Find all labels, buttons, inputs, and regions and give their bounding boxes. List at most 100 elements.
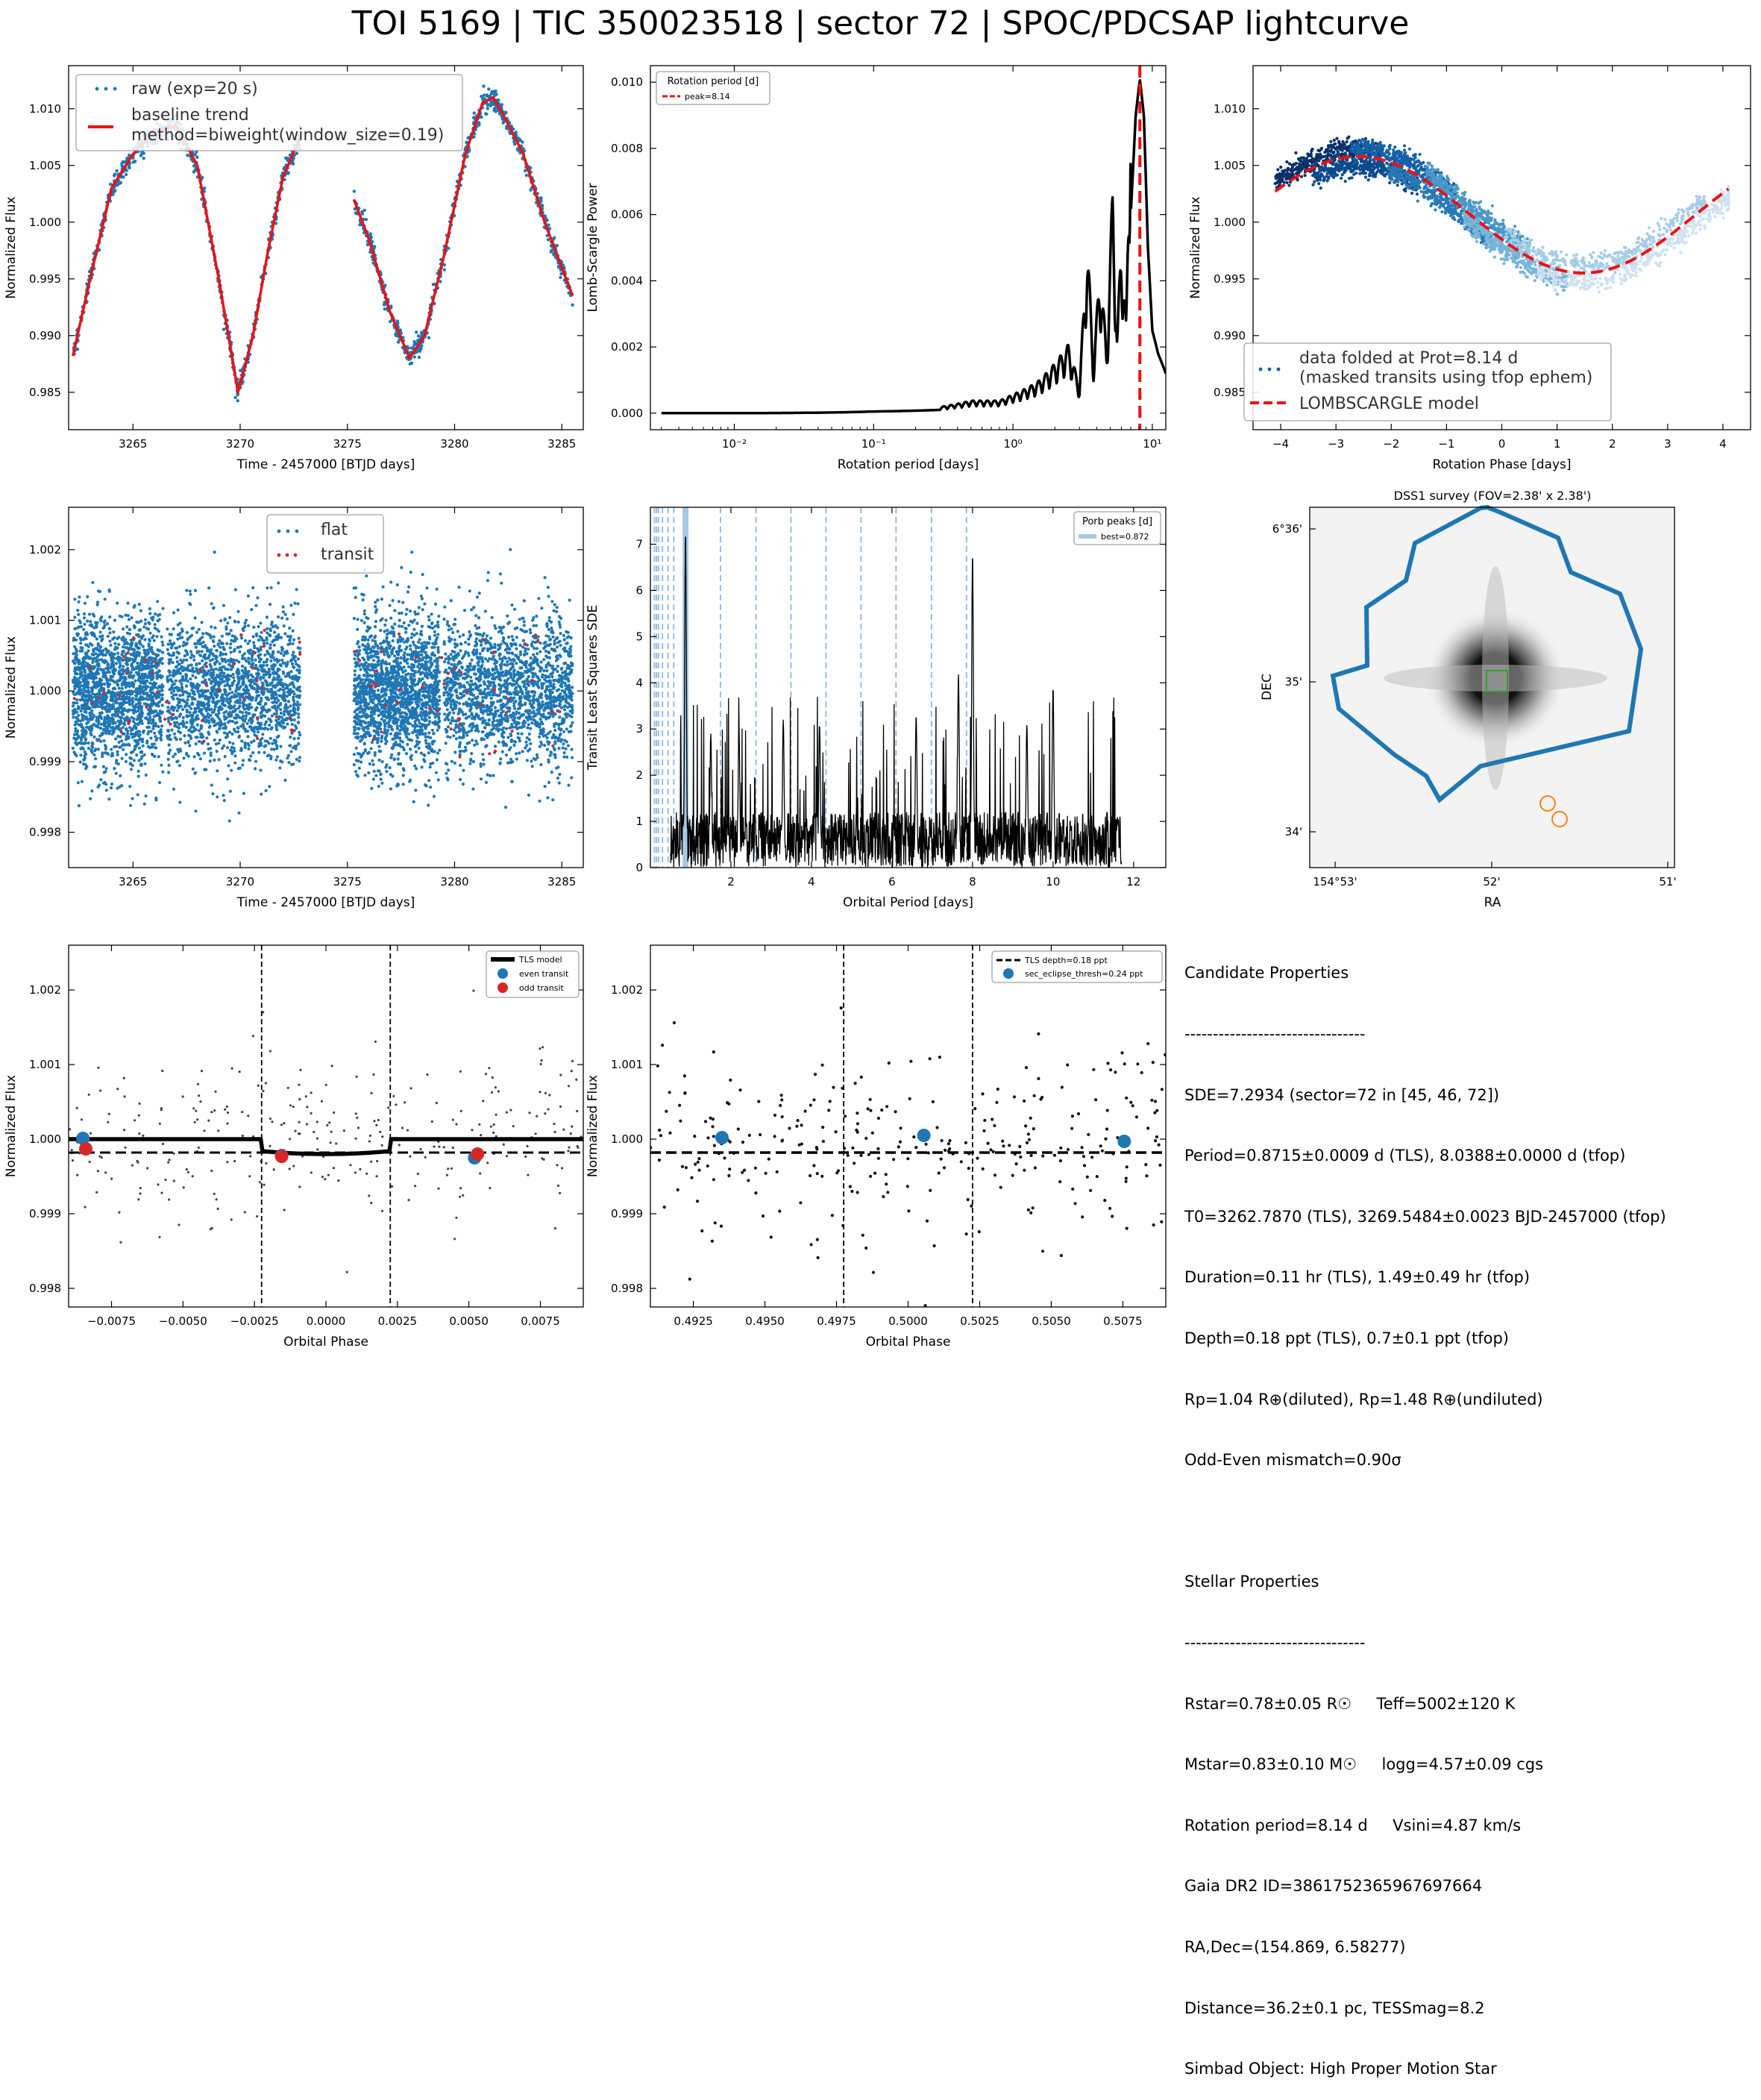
folded-point	[1560, 250, 1563, 253]
folded-point	[1414, 153, 1417, 156]
folded-point	[1415, 169, 1418, 172]
folded-point	[1388, 181, 1391, 184]
folded-point	[1349, 170, 1352, 173]
folded-point	[1353, 157, 1356, 160]
folded-point	[1362, 172, 1365, 175]
folded-point	[1313, 171, 1316, 174]
folded-point	[1566, 278, 1569, 280]
raw-flux-point	[407, 347, 410, 350]
folded-point	[1471, 225, 1474, 228]
folded-point	[1514, 261, 1517, 264]
folded-point	[1481, 239, 1484, 242]
folded-point	[1451, 207, 1454, 210]
folded-point	[1530, 272, 1533, 275]
folded-point	[1676, 239, 1679, 242]
raw-flux-point	[132, 160, 135, 163]
folded-point	[1453, 218, 1456, 221]
folded-point	[1681, 240, 1684, 243]
x-tick-label: −4	[1272, 437, 1289, 451]
raw-flux-point	[525, 174, 528, 177]
folded-point	[1684, 235, 1687, 238]
folded-point	[1445, 175, 1448, 178]
folded-point	[1403, 144, 1406, 147]
folded-point	[1497, 231, 1500, 233]
folded-point	[1593, 278, 1596, 280]
folded-point	[1490, 248, 1493, 251]
folded-point	[1391, 166, 1394, 169]
folded-point	[1648, 226, 1651, 229]
folded-point	[1575, 253, 1578, 256]
folded-point	[1612, 280, 1615, 283]
rotation_periodogram-plot-area	[662, 66, 1166, 430]
folded-point	[1422, 174, 1425, 177]
folded-point	[1606, 286, 1609, 289]
folded-point	[1588, 261, 1591, 264]
folded-point	[1439, 196, 1442, 199]
folded-point	[1340, 166, 1343, 169]
folded-point	[1329, 154, 1332, 157]
folded-point	[1340, 142, 1343, 145]
folded-point	[1335, 137, 1338, 140]
folded-point	[1512, 260, 1515, 263]
x-tick-label: 3275	[333, 437, 362, 451]
folded-point	[1638, 268, 1641, 271]
folded-point	[1592, 283, 1595, 286]
folded-point	[1331, 163, 1334, 166]
folded-point	[1410, 192, 1413, 195]
folded-point	[1360, 160, 1363, 163]
folded-point	[1331, 175, 1334, 178]
folded-point	[1603, 254, 1606, 257]
phase_folded_rotation-plot-area	[1274, 136, 1730, 296]
folded-point	[1569, 282, 1572, 285]
folded-point	[1290, 169, 1293, 172]
y-tick-label: 1.010	[1214, 102, 1246, 116]
x-tick-label: 3	[1664, 437, 1671, 451]
folded-point	[1666, 248, 1669, 251]
folded-point	[1548, 252, 1551, 255]
y-tick-label: 0.004	[611, 274, 643, 287]
folded-point	[1534, 279, 1536, 282]
folded-point	[1416, 164, 1419, 167]
folded-point	[1318, 149, 1321, 152]
folded-point	[1463, 193, 1466, 196]
folded-point	[1475, 208, 1478, 211]
folded-point	[1554, 258, 1557, 261]
folded-point	[1546, 280, 1549, 283]
folded-point	[1348, 177, 1351, 180]
folded-point	[1439, 174, 1442, 177]
flattened_lightcurve-plot-area	[72, 548, 574, 823]
folded-point	[1455, 192, 1458, 195]
folded-point	[1516, 239, 1519, 242]
folded-point	[1415, 160, 1418, 163]
folded-point	[1664, 253, 1667, 256]
folded-point	[1539, 273, 1542, 276]
folded-point	[1454, 205, 1457, 208]
folded-point	[1724, 200, 1727, 203]
y-tick-label: 0.990	[29, 329, 61, 342]
folded-point	[1467, 205, 1470, 208]
folded-point	[1350, 142, 1353, 145]
folded-point	[1687, 214, 1690, 217]
folded-point	[1416, 199, 1419, 202]
folded-point	[1522, 263, 1525, 266]
folded-point	[1612, 274, 1615, 277]
folded-point	[1422, 168, 1425, 171]
folded-point	[1510, 234, 1513, 237]
folded-point	[1437, 200, 1440, 203]
folded-point	[1500, 233, 1503, 236]
raw-flux-point	[412, 343, 415, 346]
folded-point	[1698, 215, 1701, 218]
folded-point	[1551, 251, 1554, 254]
folded-point	[1508, 231, 1511, 233]
folded-point	[1663, 242, 1666, 245]
folded-point	[1718, 212, 1721, 215]
folded-point	[1671, 219, 1674, 222]
folded-point	[1564, 281, 1567, 284]
folded-point	[1323, 151, 1326, 154]
folded-point	[1374, 166, 1377, 169]
folded-point	[1519, 266, 1522, 269]
folded-point	[1676, 219, 1679, 222]
folded-point	[1296, 178, 1299, 181]
folded-point	[1698, 220, 1701, 223]
